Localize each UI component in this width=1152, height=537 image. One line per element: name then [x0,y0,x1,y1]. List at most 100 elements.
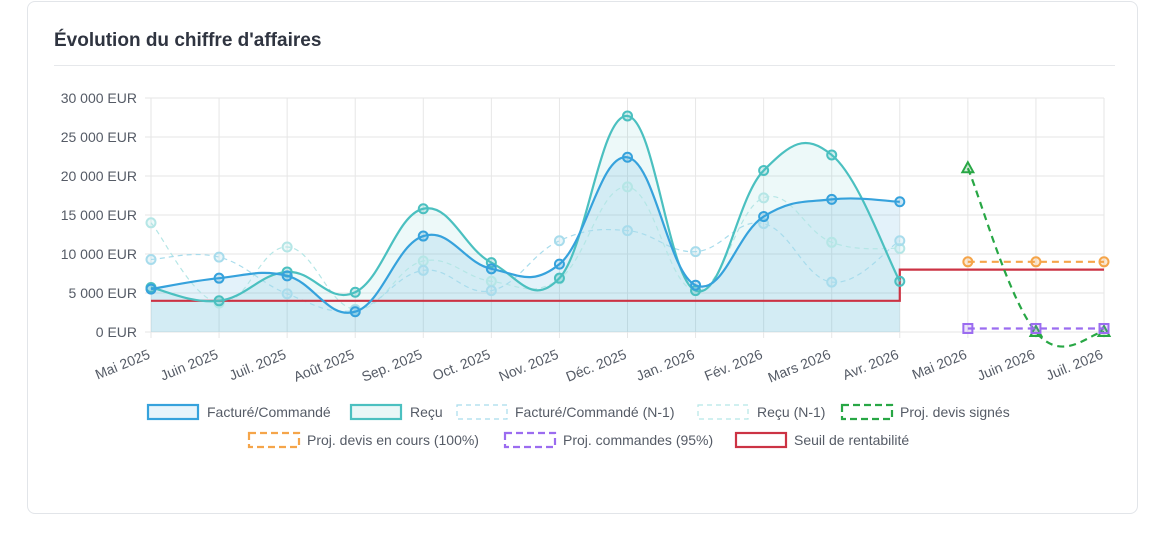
x-tick-label: Juil. 2026 [1044,346,1106,383]
legend-item-proj-devis-signes: Proj. devis signés [840,403,1010,421]
point-facture-commande-n-1 [145,253,157,265]
line-recu [150,114,901,303]
legend-swatch [456,404,508,420]
legend-swatch [503,431,557,449]
point-facture-commande [281,270,293,282]
y-tick-label: 10 000 EUR [61,246,137,262]
x-tick-label: Mai 2026 [910,346,970,382]
legend-item-proj-commandes-95: Proj. commandes (95%) [503,431,713,449]
x-tick-label: Juin 2025 [158,346,220,384]
point-proj-commandes-95 [1098,322,1110,334]
y-tick-label: 30 000 EUR [61,90,137,106]
point-recu [349,286,361,298]
point-recu [213,295,225,307]
series-seuil-de-rentabilite [151,268,1104,302]
point-recu-n-1 [826,236,838,248]
line-proj-devis-signes [966,167,1105,348]
point-facture-commande [145,283,157,295]
x-tick-label: Juin 2026 [975,346,1037,384]
point-recu-n-1 [758,192,770,204]
line-facture-commande-n-1 [150,222,901,312]
legend-label: Seuil de rentabilité [794,432,909,448]
card-title: Évolution du chiffre d'affaires [54,30,322,51]
point-facture-commande-n-1 [894,235,906,247]
series-proj-devis-en-cours-100 [962,256,1110,268]
y-tick-label: 20 000 EUR [61,168,137,184]
title-divider [54,65,1115,66]
point-proj-devis-en-cours-100 [1098,256,1110,268]
series-facture-commande [145,151,906,318]
legend-label: Facturé/Commandé [207,404,331,420]
point-facture-commande-n-1 [826,276,838,288]
legend-label: Proj. devis signés [900,404,1010,420]
point-proj-devis-en-cours-100 [1030,256,1042,268]
point-facture-commande [485,263,497,275]
point-recu [417,203,429,215]
point-recu-n-1 [145,217,157,229]
point-proj-devis-en-cours-100 [962,256,974,268]
x-tick-label: Déc. 2025 [563,346,628,385]
y-tick-label: 0 EUR [96,324,137,340]
point-recu-n-1 [485,275,497,287]
point-recu-n-1 [622,181,633,193]
point-facture-commande [213,272,225,284]
legend-swatch [247,431,301,449]
x-tick-label: Mai 2025 [93,346,153,382]
point-facture-commande [349,306,361,318]
x-tick-label: Mars 2026 [766,346,834,386]
point-proj-commandes-95 [1030,322,1042,334]
y-tick-label: 15 000 EUR [61,207,137,223]
x-tick-label: Août 2025 [291,346,356,385]
point-facture-commande-n-1 [213,251,225,263]
legend-item-recu-n-1: Reçu (N-1) [697,404,825,420]
y-tick-label: 25 000 EUR [61,129,137,145]
y-tick-label: 5 000 EUR [69,285,137,301]
point-recu [826,149,838,161]
legend-swatch [349,403,403,421]
point-recu [894,275,906,287]
line-facture-commande [150,156,900,314]
legend-label: Facturé/Commandé (N-1) [515,404,675,420]
point-recu [553,272,565,284]
point-facture-commande [553,258,565,270]
point-facture-commande [758,211,770,223]
x-tick-label: Sep. 2025 [359,346,424,385]
x-tick-label: Fév. 2026 [702,346,765,384]
point-facture-commande [690,279,702,291]
point-recu-n-1 [281,241,293,253]
point-facture-commande-n-1 [622,225,633,237]
legend-item-facture-commande-n-1: Facturé/Commandé (N-1) [456,404,675,420]
line-seuil-de-rentabilite [151,268,1104,302]
x-tick-label: Nov. 2025 [496,346,560,384]
point-proj-devis-signes [960,160,976,174]
x-tick-label: Oct. 2025 [430,346,492,384]
point-recu [622,110,633,122]
point-facture-commande [622,151,633,163]
point-facture-commande [826,193,838,205]
point-facture-commande [894,196,906,208]
point-recu [758,165,770,177]
line-recu-n-1 [150,186,900,310]
x-tick-label: Juil. 2025 [227,346,289,383]
legend-item-facture-commande: Facturé/Commandé [146,403,331,421]
revenue-card: Évolution du chiffre d'affaires [27,1,1138,514]
x-tick-label: Avr. 2026 [840,346,901,383]
legend-label: Proj. devis en cours (100%) [307,432,479,448]
legend-label: Reçu (N-1) [757,404,825,420]
legend-label: Reçu [410,404,443,420]
point-recu-n-1 [894,243,906,255]
series-recu [145,110,906,307]
point-recu-n-1 [417,255,429,267]
area-facture-commande [151,157,900,332]
legend-item-proj-devis-en-cours-100: Proj. devis en cours (100%) [247,431,479,449]
point-proj-commandes-95 [962,322,974,334]
legend-item-recu: Reçu [349,403,443,421]
legend-label: Proj. commandes (95%) [563,432,713,448]
point-facture-commande [417,230,429,242]
x-tick-label: Jan. 2026 [634,346,697,384]
legend-swatch [146,403,200,421]
legend-swatch [840,403,894,421]
legend-swatch [697,404,749,420]
series-proj-commandes-95 [962,322,1110,334]
